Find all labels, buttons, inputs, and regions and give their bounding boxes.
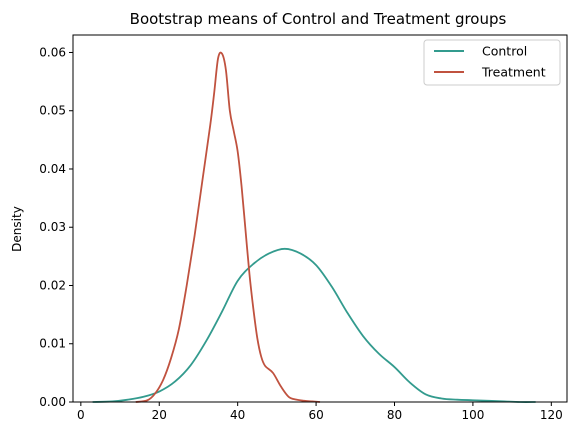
chart-title: Bootstrap means of Control and Treatment… <box>130 10 507 28</box>
series-line-control <box>92 247 536 403</box>
y-axis-label: Density <box>10 206 24 252</box>
x-tick-label: 80 <box>387 408 402 422</box>
y-tick-label: 0.04 <box>39 162 66 176</box>
y-tick-label: 0.06 <box>39 45 66 59</box>
x-tick-label: 60 <box>308 408 323 422</box>
legend: Control Treatment <box>423 39 561 86</box>
plot-area: 0 20 40 60 80 100 120 0.00 0.01 0.02 0.03 0.04 0.05 0… <box>39 34 568 422</box>
axes-frame <box>72 34 568 403</box>
legend-label-treatment: Treatment <box>481 65 546 80</box>
x-tick-label: 20 <box>152 408 167 422</box>
series-line-treatment <box>135 51 321 403</box>
y-tick-label: 0.01 <box>39 337 66 351</box>
x-tick-label: 100 <box>461 408 484 422</box>
x-tick-label: 120 <box>540 408 563 422</box>
y-tick-label: 0.02 <box>39 278 66 292</box>
x-tick-label: 0 <box>77 408 85 422</box>
legend-label-control: Control <box>482 44 527 59</box>
x-tick-label: 40 <box>230 408 245 422</box>
y-tick-label: 0.00 <box>39 395 66 409</box>
y-tick-label: 0.03 <box>39 220 66 234</box>
y-tick-label: 0.05 <box>39 104 66 118</box>
